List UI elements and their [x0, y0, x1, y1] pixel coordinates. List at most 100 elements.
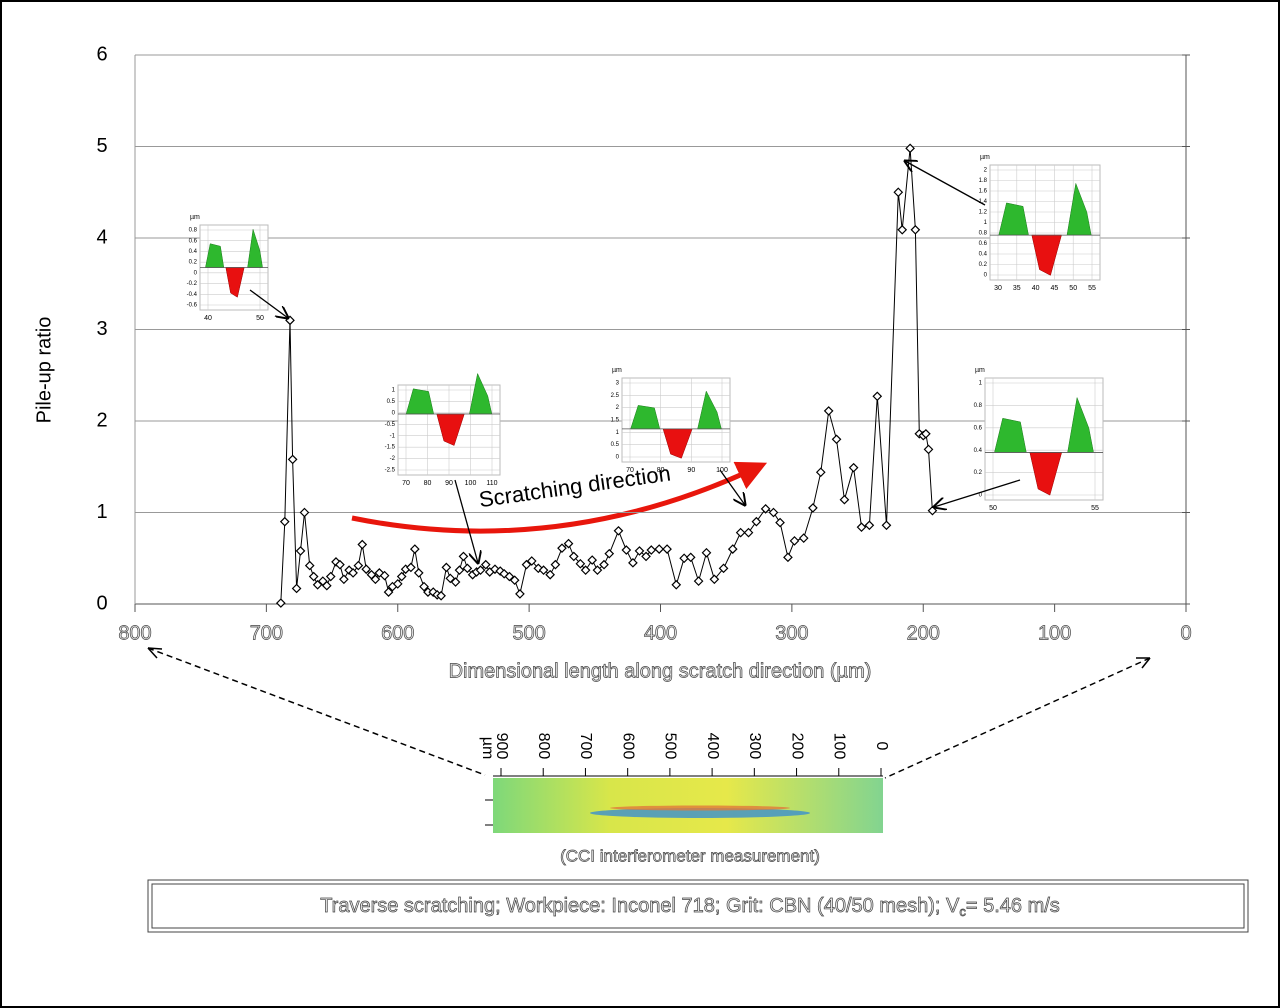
inset-x-label: 50	[1069, 285, 1077, 292]
data-point	[580, 565, 591, 575]
data-point	[299, 507, 310, 518]
data-point	[709, 574, 720, 585]
arrow-head	[1136, 657, 1151, 669]
data-point	[839, 494, 850, 505]
data-point	[646, 545, 657, 555]
inset-y-label: -0.5	[385, 422, 396, 428]
data-point	[321, 580, 332, 591]
inset: µm 1 0.8 0.6 0.4 0.2 0 50 55	[974, 367, 1104, 512]
scale-label: 500	[662, 733, 679, 760]
data-point	[557, 543, 567, 554]
data-point	[568, 551, 579, 562]
inset-x-label: 30	[994, 285, 1002, 292]
inset-unit: µm	[190, 214, 200, 221]
data-point	[823, 406, 834, 416]
data-point	[592, 565, 603, 575]
data-point	[856, 522, 867, 532]
inset-y-label: 0.2	[189, 260, 198, 266]
inset-y-label: 0	[616, 455, 620, 461]
inset-y-label: 2.5	[611, 393, 620, 399]
data-point	[392, 579, 403, 589]
data-point	[454, 565, 465, 575]
inset-unit: µm	[975, 367, 985, 374]
inset-y-label: 1	[616, 430, 620, 436]
data-point	[361, 564, 372, 575]
data-point	[348, 568, 358, 578]
data-point	[304, 560, 315, 571]
callout-arrow	[719, 469, 745, 505]
inset-x-label: 80	[657, 467, 665, 474]
data-point	[409, 544, 420, 554]
inset-x-label: 45	[1051, 285, 1059, 292]
data-point	[450, 577, 461, 587]
data-point	[396, 571, 407, 582]
data-point	[927, 505, 938, 516]
x-tick-label: 100	[1038, 622, 1071, 644]
scale-label: 700	[577, 733, 594, 760]
data-point	[291, 583, 302, 594]
data-point	[628, 557, 638, 568]
inset: µm 2 1.8 1.6 1.4 1.2 1 0.8 0.6 0.4 0.2 0 30 35 40 45 50 5…	[979, 154, 1101, 292]
data-point	[789, 536, 800, 546]
inset-y-label: 0.4	[979, 252, 988, 258]
x-tick-label: 200	[907, 622, 940, 644]
inset-y-label: 0	[984, 273, 988, 279]
data-point	[654, 544, 665, 554]
callout-arrow	[934, 479, 1021, 507]
inset-x-label: 50	[256, 315, 264, 322]
data-point	[563, 538, 574, 549]
data-point	[735, 527, 746, 538]
y-axis-label: Pile-up ratio	[33, 317, 55, 424]
callout-arrow	[454, 479, 478, 563]
scale-label: 100	[831, 733, 848, 760]
data-point	[718, 563, 729, 574]
data-point	[445, 573, 456, 584]
data-point	[275, 598, 286, 608]
inset-y-label: -1.5	[385, 445, 396, 451]
data-point	[374, 568, 385, 578]
data-point	[768, 507, 779, 518]
inset-y-label: 0	[194, 270, 198, 276]
inset-x-label: 40	[1032, 285, 1040, 292]
data-point	[521, 559, 532, 570]
data-point	[353, 560, 364, 571]
data-point	[641, 551, 651, 562]
y-tick-label: 2	[96, 409, 107, 431]
data-point	[760, 503, 771, 514]
inset-x-label: 110	[486, 480, 497, 487]
inset-y-label: 1.2	[979, 210, 988, 216]
caption-box-inner	[151, 883, 1245, 929]
data-point	[587, 555, 598, 565]
data-point	[848, 462, 859, 473]
data-point	[815, 467, 826, 478]
data-point	[634, 546, 645, 556]
inset-y-label: 1.4	[979, 199, 988, 205]
data-point	[743, 527, 754, 538]
x-tick-label: 600	[381, 622, 414, 644]
inset-x-label: 100	[465, 480, 477, 487]
x-tick-label: 800	[118, 622, 151, 644]
data-point	[923, 444, 934, 455]
inset-y-label: 1.6	[979, 189, 988, 195]
y-tick-label: 4	[96, 226, 107, 248]
data-point	[671, 579, 682, 590]
inset-x-label: 55	[1088, 285, 1096, 292]
data-point	[480, 559, 491, 570]
callout-arrow	[905, 161, 986, 206]
x-tick-label: 0	[1180, 622, 1191, 644]
inset-y-label: -0.6	[187, 303, 198, 309]
data-point	[621, 545, 632, 555]
data-point	[419, 581, 429, 592]
inset-x-label: 100	[716, 467, 728, 474]
data-point	[864, 520, 875, 531]
data-point	[441, 562, 452, 573]
inset-y-label: 2	[616, 405, 620, 411]
scale-label: 600	[619, 733, 636, 760]
data-point	[897, 224, 908, 235]
inset-y-label: 1	[979, 381, 983, 387]
inset-y-label: 0.6	[979, 241, 988, 247]
dashed-link	[884, 657, 1151, 779]
data-point	[325, 571, 336, 582]
